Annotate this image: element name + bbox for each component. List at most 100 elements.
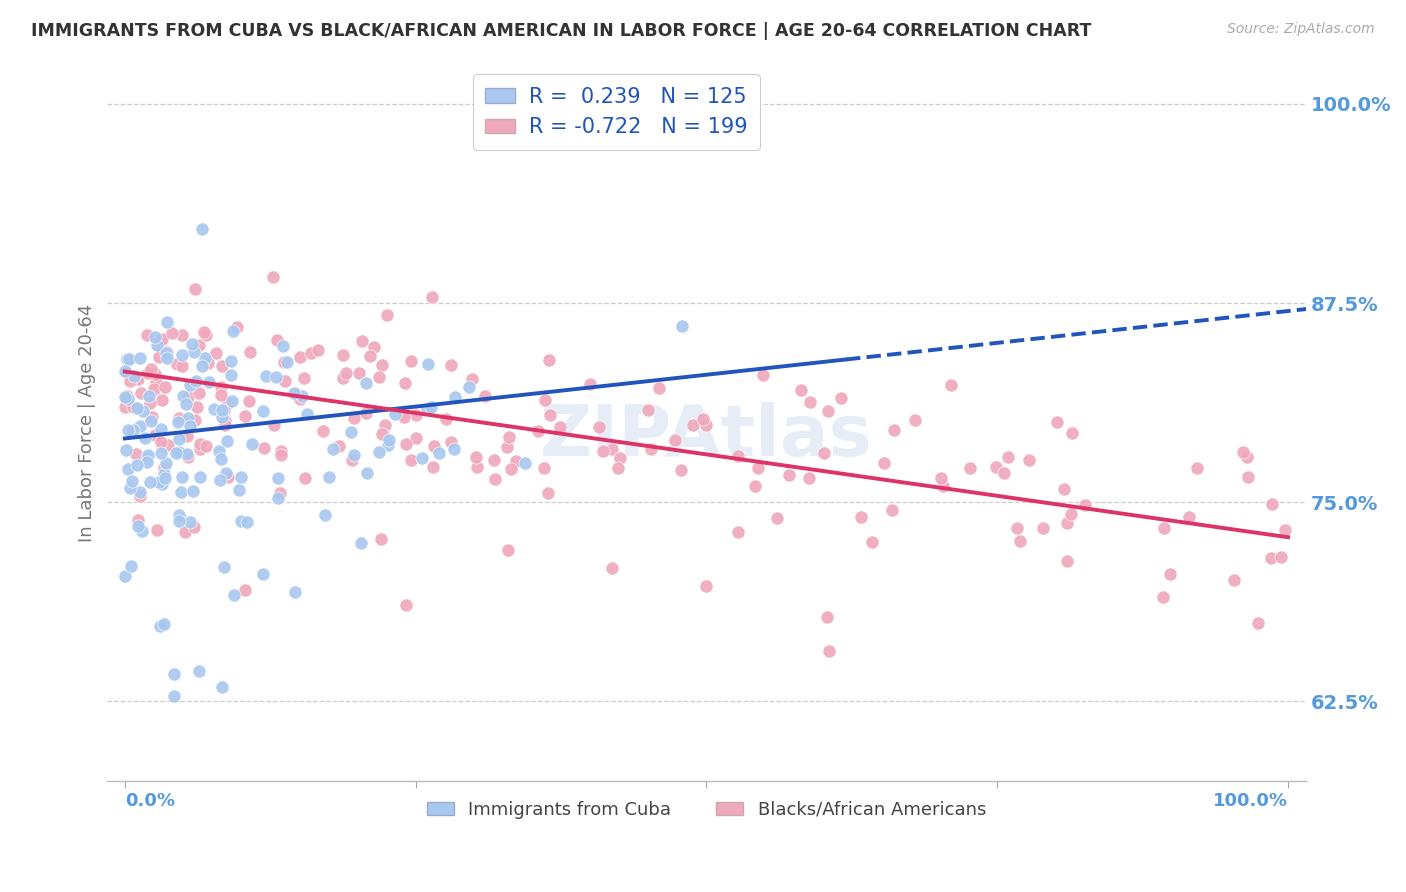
Point xyxy=(212,560,235,574)
Point xyxy=(440,435,463,450)
Point xyxy=(184,283,207,297)
Point xyxy=(1032,521,1054,535)
Point xyxy=(129,484,152,499)
Point xyxy=(270,448,292,462)
Point xyxy=(314,508,336,522)
Point xyxy=(849,510,872,524)
Point xyxy=(149,618,172,632)
Point xyxy=(221,393,243,408)
Point xyxy=(114,401,136,415)
Point xyxy=(129,351,152,366)
Point xyxy=(1152,590,1174,604)
Point xyxy=(405,408,427,422)
Point xyxy=(187,665,209,679)
Point xyxy=(423,439,446,453)
Point xyxy=(747,461,769,475)
Point xyxy=(115,352,138,367)
Point xyxy=(264,369,287,384)
Point xyxy=(139,362,162,376)
Point xyxy=(354,376,377,390)
Point xyxy=(136,451,159,466)
Point xyxy=(420,401,443,415)
Point xyxy=(239,345,262,359)
Point xyxy=(187,386,209,401)
Point xyxy=(194,351,217,366)
Point xyxy=(229,470,252,484)
Point xyxy=(880,503,903,517)
Point xyxy=(1274,523,1296,537)
Point xyxy=(1236,450,1258,464)
Legend: Immigrants from Cuba, Blacks/African Americans: Immigrants from Cuba, Blacks/African Ame… xyxy=(419,793,994,826)
Point xyxy=(1178,509,1201,524)
Point xyxy=(174,396,197,410)
Point xyxy=(211,403,233,417)
Point xyxy=(193,325,215,339)
Point xyxy=(695,578,717,592)
Point xyxy=(163,689,186,703)
Point xyxy=(149,446,172,460)
Point xyxy=(959,461,981,475)
Point xyxy=(1153,521,1175,535)
Point xyxy=(883,424,905,438)
Point xyxy=(727,524,749,539)
Point xyxy=(138,389,160,403)
Point xyxy=(538,408,561,422)
Point xyxy=(122,368,145,383)
Point xyxy=(127,372,149,386)
Point xyxy=(271,339,294,353)
Point xyxy=(592,443,614,458)
Point xyxy=(392,409,415,424)
Point xyxy=(233,409,256,423)
Point xyxy=(356,466,378,480)
Point xyxy=(484,453,506,467)
Point xyxy=(128,489,150,503)
Point xyxy=(138,475,160,489)
Point xyxy=(340,453,363,467)
Point xyxy=(600,442,623,456)
Point xyxy=(997,450,1019,464)
Point xyxy=(167,432,190,446)
Point xyxy=(252,567,274,582)
Point xyxy=(166,357,188,371)
Point xyxy=(167,515,190,529)
Point xyxy=(114,364,136,378)
Point xyxy=(294,471,316,485)
Point xyxy=(236,515,259,529)
Point xyxy=(904,412,927,426)
Point xyxy=(789,383,811,397)
Point xyxy=(526,424,548,438)
Point xyxy=(1247,615,1270,630)
Point xyxy=(1232,444,1254,458)
Point xyxy=(328,439,350,453)
Point xyxy=(395,436,418,450)
Point xyxy=(370,533,392,547)
Point xyxy=(139,414,162,428)
Point xyxy=(231,514,253,528)
Point xyxy=(183,519,205,533)
Point xyxy=(136,327,159,342)
Point xyxy=(117,392,139,407)
Point xyxy=(214,414,236,428)
Point xyxy=(115,442,138,457)
Point xyxy=(405,431,427,445)
Point xyxy=(1223,574,1246,588)
Point xyxy=(1018,452,1040,467)
Point xyxy=(1062,426,1084,441)
Point xyxy=(209,451,232,466)
Point xyxy=(276,355,298,369)
Text: IMMIGRANTS FROM CUBA VS BLACK/AFRICAN AMERICAN IN LABOR FORCE | AGE 20-64 CORREL: IMMIGRANTS FROM CUBA VS BLACK/AFRICAN AM… xyxy=(31,22,1091,40)
Point xyxy=(163,667,186,681)
Point xyxy=(179,515,201,529)
Point xyxy=(172,389,194,403)
Point xyxy=(149,338,172,352)
Point xyxy=(177,450,200,464)
Point xyxy=(160,326,183,341)
Point xyxy=(440,358,463,372)
Point xyxy=(191,222,214,236)
Point xyxy=(288,392,311,406)
Point xyxy=(180,337,202,351)
Point xyxy=(152,467,174,481)
Point xyxy=(1060,507,1083,521)
Point xyxy=(269,486,291,500)
Point xyxy=(153,460,176,475)
